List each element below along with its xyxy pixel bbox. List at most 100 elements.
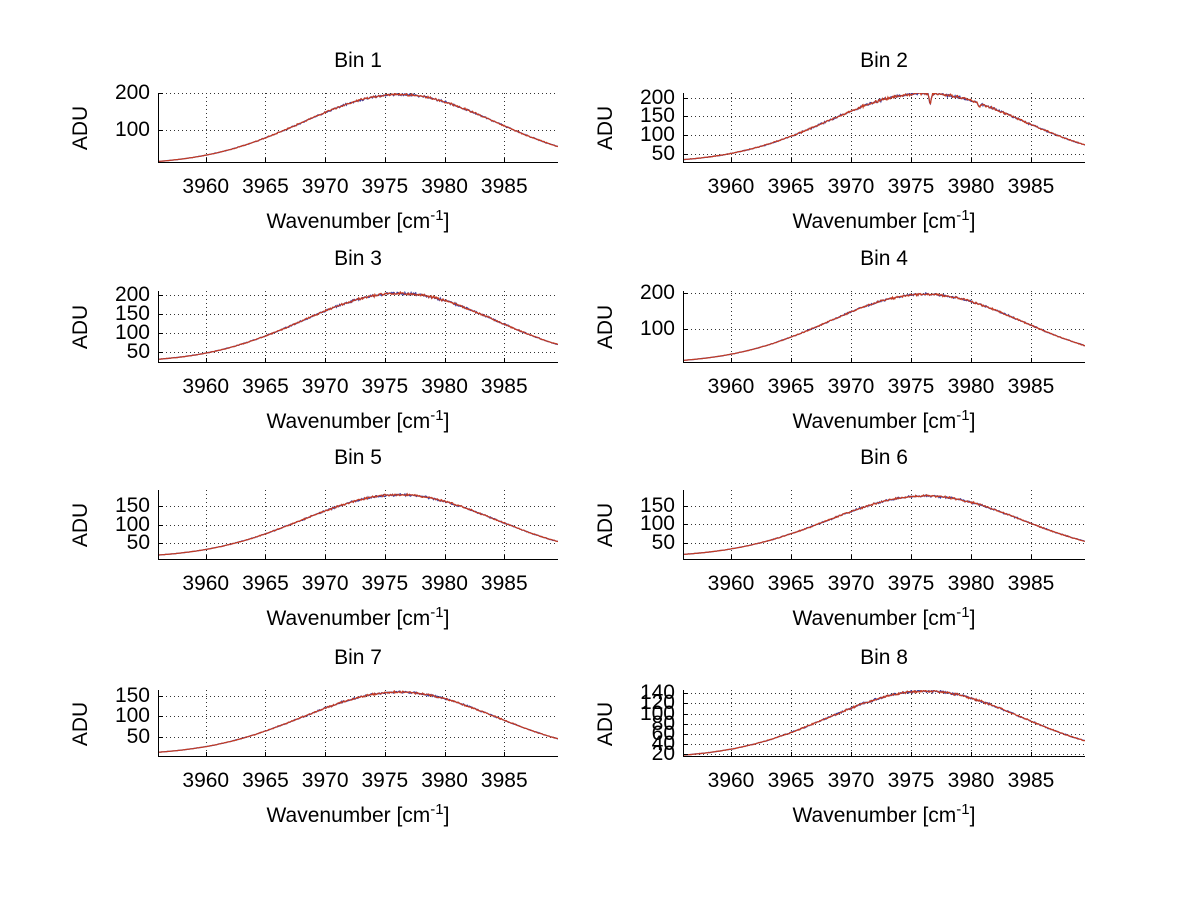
x-tick-label: 3960 bbox=[707, 769, 755, 792]
subplot-title-bin-2: Bin 2 bbox=[860, 49, 908, 72]
x-tick-label: 3960 bbox=[182, 175, 230, 198]
plot-area-bin-2 bbox=[683, 93, 1085, 163]
x-tick-label: 3980 bbox=[421, 572, 468, 595]
y-tick-label: 100 bbox=[114, 704, 150, 728]
y-tick-label: 150 bbox=[114, 684, 150, 708]
x-axis-label-bin-1: Wavenumber [cm-1] bbox=[198, 207, 518, 234]
spectrum-trace-secondary bbox=[683, 690, 1085, 756]
y-tick-label: 100 bbox=[114, 117, 150, 141]
xlabel-text: Wavenumber [cm bbox=[792, 210, 957, 233]
xlabel-text-close: ] bbox=[443, 607, 450, 630]
y-tick-label: 200 bbox=[639, 280, 675, 304]
x-axis-label-bin-3: Wavenumber [cm-1] bbox=[198, 407, 518, 434]
y-tick-label: 50 bbox=[126, 531, 150, 555]
plot-area-bin-1 bbox=[158, 93, 558, 163]
xlabel-superscript: -1 bbox=[430, 604, 444, 621]
x-tick-label: 3985 bbox=[1007, 175, 1055, 198]
y-tick-label: 120 bbox=[639, 691, 675, 715]
y-tick-label: 100 bbox=[639, 316, 675, 340]
xlabel-text-close: ] bbox=[443, 410, 450, 433]
x-tick-label: 3975 bbox=[361, 769, 409, 792]
x-tick-label: 3970 bbox=[301, 175, 349, 198]
x-tick-label: 3965 bbox=[242, 572, 289, 595]
x-tick-label: 3965 bbox=[767, 572, 815, 595]
xlabel-text: Wavenumber [cm bbox=[792, 804, 957, 827]
y-tick-label: 150 bbox=[639, 104, 675, 128]
x-tick-label: 3980 bbox=[947, 769, 995, 792]
y-tick-label: 150 bbox=[114, 301, 150, 325]
x-tick-label: 3970 bbox=[827, 375, 875, 398]
x-tick-label: 3975 bbox=[887, 572, 935, 595]
spectrum-trace-primary bbox=[683, 690, 1085, 756]
xlabel-superscript: -1 bbox=[956, 207, 970, 224]
xlabel-superscript: -1 bbox=[956, 801, 970, 818]
x-tick-label: 3960 bbox=[707, 175, 755, 198]
xlabel-superscript: -1 bbox=[430, 801, 444, 818]
plot-area-bin-6 bbox=[683, 490, 1085, 560]
y-tick-label: 100 bbox=[639, 123, 675, 147]
y-tick-label: 50 bbox=[126, 724, 150, 748]
xlabel-text-close: ] bbox=[969, 607, 976, 630]
y-axis-label-bin-6: ADU bbox=[594, 502, 617, 548]
x-tick-label: 3975 bbox=[887, 175, 935, 198]
xlabel-text-close: ] bbox=[443, 804, 450, 827]
x-tick-label: 3975 bbox=[887, 769, 935, 792]
spectrum-trace-secondary bbox=[683, 292, 1085, 362]
xlabel-superscript: -1 bbox=[430, 407, 444, 424]
xlabel-superscript: -1 bbox=[956, 407, 970, 424]
xlabel-text-close: ] bbox=[443, 210, 450, 233]
x-tick-label: 3970 bbox=[301, 769, 349, 792]
y-tick-label: 40 bbox=[651, 732, 675, 756]
x-tick-label: 3970 bbox=[301, 375, 349, 398]
y-tick-label: 80 bbox=[651, 711, 675, 735]
x-tick-label: 3970 bbox=[827, 769, 875, 792]
xlabel-text-close: ] bbox=[969, 804, 976, 827]
plot-area-bin-5 bbox=[158, 490, 558, 560]
x-tick-label: 3985 bbox=[1007, 375, 1055, 398]
subplot-title-bin-4: Bin 4 bbox=[860, 247, 908, 270]
x-tick-label: 3985 bbox=[480, 375, 528, 398]
spectrum-trace-primary bbox=[158, 690, 558, 753]
x-tick-label: 3960 bbox=[182, 769, 230, 792]
xlabel-text: Wavenumber [cm bbox=[792, 607, 957, 630]
y-axis-label-bin-8: ADU bbox=[594, 701, 617, 746]
x-axis-label-bin-6: Wavenumber [cm-1] bbox=[724, 604, 1044, 631]
spectrum-trace-secondary bbox=[158, 93, 558, 162]
plot-area-bin-4 bbox=[683, 291, 1085, 363]
x-tick-label: 3980 bbox=[947, 175, 995, 198]
xlabel-text: Wavenumber [cm bbox=[792, 410, 957, 433]
x-tick-label: 3965 bbox=[242, 375, 289, 398]
x-tick-label: 3985 bbox=[480, 769, 528, 792]
y-tick-label: 150 bbox=[639, 493, 675, 517]
xlabel-text: Wavenumber [cm bbox=[266, 607, 431, 630]
y-tick-label: 200 bbox=[114, 81, 150, 104]
y-axis-label-bin-3: ADU bbox=[69, 304, 92, 350]
subplot-title-bin-1: Bin 1 bbox=[334, 49, 382, 72]
x-tick-label: 3965 bbox=[767, 769, 815, 792]
y-tick-label: 50 bbox=[126, 339, 150, 363]
plot-area-bin-3 bbox=[158, 291, 558, 363]
subplot-title-bin-6: Bin 6 bbox=[860, 446, 908, 469]
y-tick-label: 140 bbox=[639, 681, 675, 705]
x-axis-label-bin-5: Wavenumber [cm-1] bbox=[198, 604, 518, 631]
x-tick-label: 3965 bbox=[242, 175, 289, 198]
y-tick-label: 50 bbox=[651, 141, 675, 165]
x-tick-label: 3960 bbox=[182, 572, 230, 595]
x-tick-label: 3965 bbox=[767, 175, 815, 198]
x-tick-label: 3965 bbox=[242, 769, 289, 792]
y-axis-label-bin-5: ADU bbox=[69, 502, 92, 548]
subplot-title-bin-3: Bin 3 bbox=[334, 247, 382, 270]
x-tick-label: 3960 bbox=[182, 375, 230, 398]
y-tick-label: 20 bbox=[651, 742, 675, 766]
x-tick-label: 3980 bbox=[421, 769, 468, 792]
x-tick-label: 3980 bbox=[421, 375, 468, 398]
spectrum-trace-secondary bbox=[158, 492, 558, 556]
y-tick-label: 200 bbox=[114, 282, 150, 306]
x-tick-label: 3965 bbox=[767, 375, 815, 398]
x-tick-label: 3975 bbox=[361, 175, 409, 198]
plot-area-bin-7 bbox=[158, 690, 558, 757]
x-tick-label: 3985 bbox=[1007, 769, 1055, 792]
spectrum-trace-secondary bbox=[158, 291, 558, 360]
spectrum-trace-secondary bbox=[158, 690, 558, 753]
x-tick-label: 3970 bbox=[827, 175, 875, 198]
